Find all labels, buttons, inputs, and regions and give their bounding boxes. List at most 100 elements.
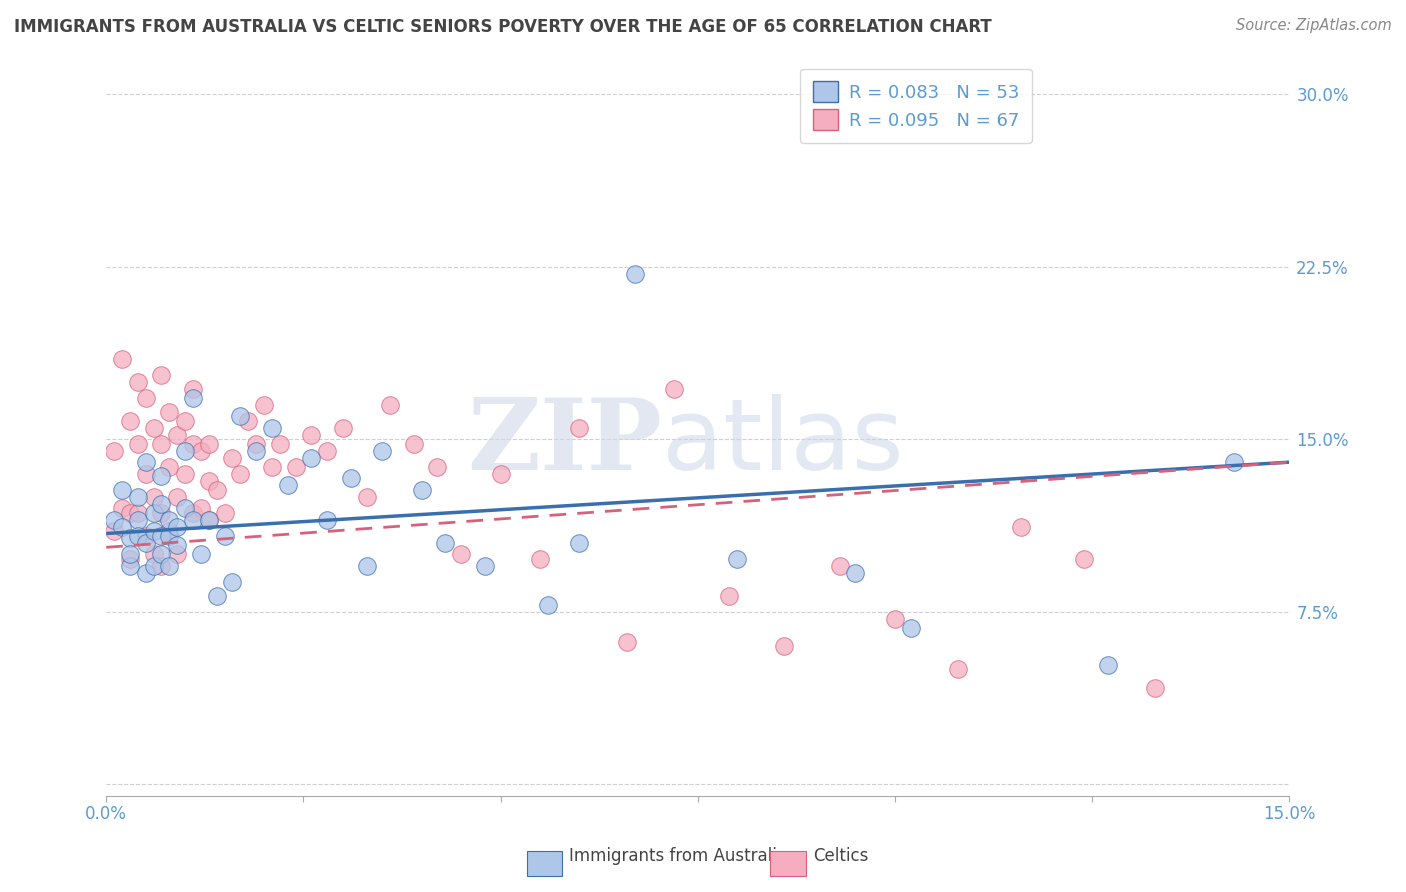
Point bbox=[229, 409, 252, 424]
Point bbox=[299, 427, 322, 442]
Point bbox=[174, 501, 197, 516]
Point bbox=[103, 524, 125, 539]
Point bbox=[135, 529, 157, 543]
Point bbox=[434, 535, 457, 549]
Point bbox=[316, 513, 339, 527]
Point bbox=[142, 558, 165, 573]
Point bbox=[150, 368, 173, 382]
Point bbox=[197, 513, 219, 527]
Point bbox=[245, 443, 267, 458]
Point bbox=[1097, 657, 1119, 672]
Point bbox=[103, 513, 125, 527]
Point bbox=[316, 443, 339, 458]
Point bbox=[118, 414, 141, 428]
Point bbox=[174, 467, 197, 481]
Point bbox=[662, 382, 685, 396]
Point bbox=[157, 529, 180, 543]
Point bbox=[127, 375, 149, 389]
Point bbox=[150, 558, 173, 573]
Point bbox=[260, 459, 283, 474]
Text: Immigrants from Australia: Immigrants from Australia bbox=[569, 847, 787, 865]
Point bbox=[166, 427, 188, 442]
Point bbox=[356, 490, 378, 504]
Point bbox=[537, 598, 560, 612]
Point bbox=[197, 513, 219, 527]
Point bbox=[142, 420, 165, 434]
Point bbox=[127, 490, 149, 504]
Text: ZIP: ZIP bbox=[467, 394, 662, 491]
Point bbox=[402, 437, 425, 451]
Text: Source: ZipAtlas.com: Source: ZipAtlas.com bbox=[1236, 18, 1392, 33]
Point bbox=[150, 529, 173, 543]
Point bbox=[118, 558, 141, 573]
Point bbox=[181, 391, 204, 405]
Point bbox=[221, 450, 243, 465]
Point bbox=[529, 551, 551, 566]
Point bbox=[135, 455, 157, 469]
Point bbox=[127, 506, 149, 520]
Point bbox=[253, 398, 276, 412]
Point bbox=[245, 437, 267, 451]
Point bbox=[221, 574, 243, 589]
Point bbox=[118, 531, 141, 545]
Text: IMMIGRANTS FROM AUSTRALIA VS CELTIC SENIORS POVERTY OVER THE AGE OF 65 CORRELATI: IMMIGRANTS FROM AUSTRALIA VS CELTIC SENI… bbox=[14, 18, 991, 36]
Point bbox=[166, 490, 188, 504]
Point bbox=[150, 506, 173, 520]
Point bbox=[111, 519, 134, 533]
Point bbox=[277, 478, 299, 492]
Point bbox=[190, 443, 212, 458]
Point bbox=[299, 450, 322, 465]
Point bbox=[426, 459, 449, 474]
Point bbox=[718, 589, 741, 603]
Point bbox=[260, 420, 283, 434]
Point bbox=[489, 467, 512, 481]
Point bbox=[142, 524, 165, 539]
Point bbox=[197, 474, 219, 488]
Point bbox=[157, 558, 180, 573]
Point bbox=[411, 483, 433, 497]
Point bbox=[157, 513, 180, 527]
Point bbox=[568, 420, 591, 434]
Point bbox=[166, 538, 188, 552]
Point bbox=[1223, 455, 1246, 469]
Point bbox=[356, 558, 378, 573]
Point bbox=[135, 566, 157, 580]
Point bbox=[616, 634, 638, 648]
Point bbox=[197, 437, 219, 451]
Point bbox=[118, 506, 141, 520]
Point bbox=[883, 612, 905, 626]
Point bbox=[828, 558, 851, 573]
Point bbox=[174, 443, 197, 458]
Point bbox=[1010, 519, 1032, 533]
Point bbox=[135, 467, 157, 481]
Point bbox=[214, 529, 236, 543]
Point bbox=[773, 639, 796, 653]
Point bbox=[946, 662, 969, 676]
Point bbox=[371, 443, 394, 458]
Text: atlas: atlas bbox=[662, 394, 904, 491]
Point bbox=[474, 558, 496, 573]
Point bbox=[150, 547, 173, 561]
Point bbox=[157, 404, 180, 418]
Point bbox=[150, 497, 173, 511]
Point bbox=[150, 437, 173, 451]
Point bbox=[181, 513, 204, 527]
Point bbox=[135, 391, 157, 405]
Point bbox=[150, 469, 173, 483]
Text: Celtics: Celtics bbox=[813, 847, 868, 865]
Point bbox=[568, 535, 591, 549]
Point bbox=[205, 589, 228, 603]
Point bbox=[111, 483, 134, 497]
Point bbox=[205, 483, 228, 497]
Point bbox=[900, 621, 922, 635]
Point bbox=[190, 501, 212, 516]
Point bbox=[166, 547, 188, 561]
Point bbox=[284, 459, 307, 474]
Point bbox=[118, 551, 141, 566]
Point bbox=[103, 443, 125, 458]
Point bbox=[157, 524, 180, 539]
Point bbox=[623, 267, 645, 281]
Point bbox=[844, 566, 866, 580]
Point bbox=[142, 490, 165, 504]
Point bbox=[181, 506, 204, 520]
